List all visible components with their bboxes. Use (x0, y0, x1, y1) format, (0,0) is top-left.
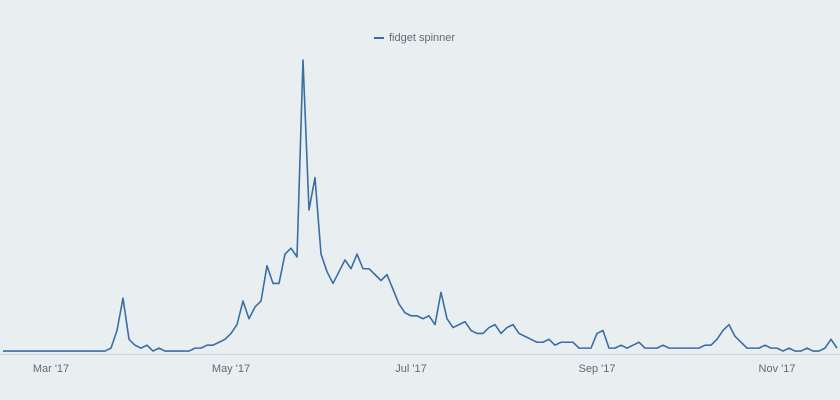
legend-label: fidget spinner (389, 32, 455, 44)
x-tick-label: Mar '17 (33, 363, 69, 375)
line (3, 59, 838, 352)
x-tick-label: May '17 (212, 363, 250, 375)
x-tick-label: Sep '17 (579, 363, 616, 375)
x-tick-label: Jul '17 (395, 363, 426, 375)
x-tick-label: Nov '17 (759, 363, 796, 375)
